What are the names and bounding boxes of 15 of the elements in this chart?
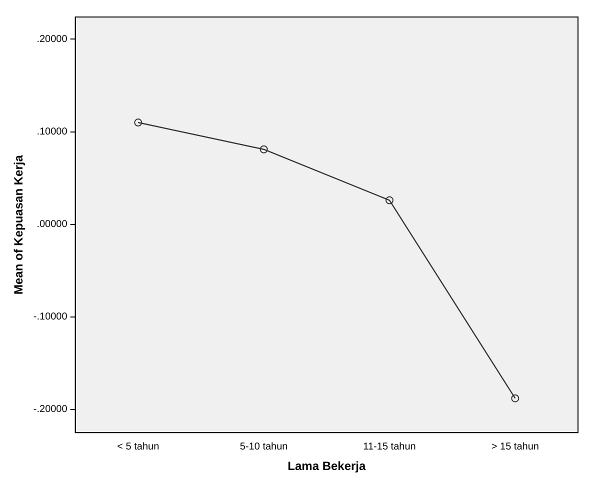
point bbox=[134, 118, 142, 127]
y-tick-label: .20000 bbox=[36, 34, 68, 45]
point bbox=[385, 196, 394, 204]
point bbox=[260, 145, 268, 154]
x-tick-label: 5-10 tahun bbox=[240, 441, 288, 452]
y-tick-label: .10000 bbox=[36, 126, 68, 138]
y-tick-label: -.20000 bbox=[33, 404, 68, 416]
x-tick-label: 11-15 tahun bbox=[363, 441, 416, 452]
y-tick-label: -.10000 bbox=[33, 312, 68, 323]
x-axis-title: Lama Bekerja bbox=[288, 459, 366, 474]
y-tick-label: .00000 bbox=[36, 219, 68, 230]
x-tick-label: > 15 tahun bbox=[491, 441, 539, 452]
point bbox=[511, 394, 520, 402]
y-axis-title: Mean of Kepuasan Kerja bbox=[12, 154, 26, 294]
x-tick-label: < 5 tahun bbox=[117, 441, 160, 452]
